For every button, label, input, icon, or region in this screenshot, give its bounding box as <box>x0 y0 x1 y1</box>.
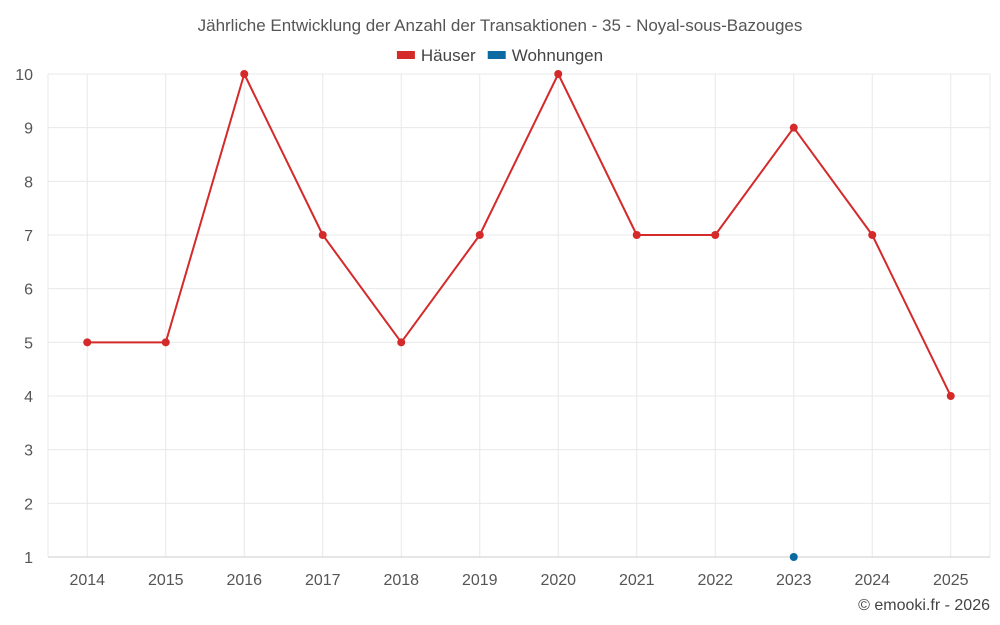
series-1 <box>83 70 955 400</box>
data-point <box>868 231 877 239</box>
data-point <box>789 553 798 561</box>
legend-swatch <box>487 51 506 59</box>
legend-swatch <box>396 51 415 59</box>
y-tick-label: 8 <box>24 174 33 191</box>
x-tick-label: 2025 <box>933 572 969 589</box>
data-point <box>161 338 170 347</box>
x-tick-label: 2015 <box>148 572 184 589</box>
chart-title: Jährliche Entwicklung der Anzahl der Tra… <box>198 16 803 35</box>
x-tick-label: 2014 <box>69 572 105 589</box>
x-tick-label: 2019 <box>462 572 498 589</box>
x-tick-label: 2016 <box>226 572 262 589</box>
y-tick-label: 4 <box>24 389 33 406</box>
y-tick-label: 3 <box>24 443 33 460</box>
axes: 1 2 3 4 5 6 7 8 9 10 2014 2015 2016 2017 2018 2019 2020 2… <box>15 67 990 589</box>
legend: Häuser Wohnungen <box>396 46 603 65</box>
x-tick-label: 2017 <box>305 572 341 589</box>
data-point <box>475 231 484 239</box>
x-tick-label: 2024 <box>854 572 890 589</box>
data-point <box>397 338 406 347</box>
data-point <box>946 392 955 400</box>
data-point <box>711 231 720 239</box>
x-tick-label: 2023 <box>776 572 812 589</box>
credit-text: © emooki.fr - 2026 <box>858 597 990 614</box>
y-tick-label: 7 <box>24 228 33 245</box>
data-point <box>318 231 327 239</box>
series-2 <box>789 553 798 561</box>
data-point <box>83 338 92 347</box>
y-tick-label: 9 <box>24 121 33 138</box>
y-tick-label: 6 <box>24 282 33 299</box>
y-tick-label: 5 <box>24 335 33 352</box>
y-tick-label: 1 <box>24 550 33 567</box>
x-tick-label: 2020 <box>540 572 576 589</box>
data-point <box>789 123 798 132</box>
legend-label: Wohnungen <box>512 46 603 65</box>
series <box>83 70 955 561</box>
x-tick-label: 2021 <box>619 572 655 589</box>
data-point <box>554 70 563 78</box>
data-point <box>632 231 641 239</box>
data-point <box>240 70 249 78</box>
x-tick-label: 2022 <box>697 572 733 589</box>
legend-label: Häuser <box>421 46 476 65</box>
x-tick-label: 2018 <box>383 572 419 589</box>
y-tick-label: 2 <box>24 496 33 513</box>
series-line <box>87 73 952 397</box>
y-tick-label: 10 <box>15 67 33 84</box>
grid <box>47 73 991 557</box>
